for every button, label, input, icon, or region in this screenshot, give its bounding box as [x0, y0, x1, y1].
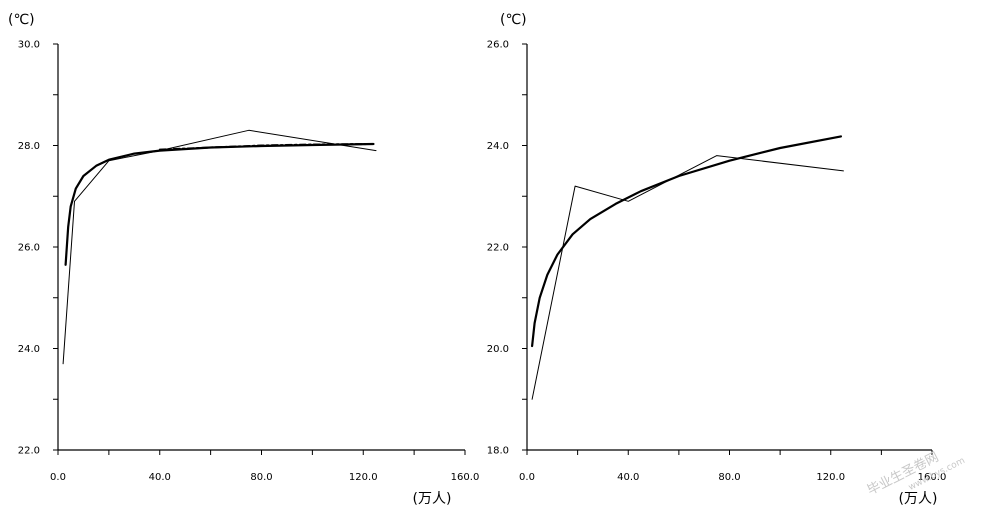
- x-axis-label: (万人): [899, 491, 938, 507]
- y-axis-label: (℃): [500, 12, 527, 28]
- x-tick-label: 120.0: [349, 472, 378, 483]
- x-tick-label: 80.0: [250, 472, 272, 483]
- y-axis-label: (℃): [8, 12, 35, 28]
- x-tick-label: 80.0: [718, 472, 740, 483]
- chart-right: 18.0 20.0 22.0 24.0 26.0 0.0 40.0 80.0 120.0 160.…: [487, 12, 947, 507]
- y-tick-label: 30.0: [18, 40, 40, 51]
- x-tick-label: 40.0: [617, 472, 639, 483]
- x-tick-label: 160.0: [918, 472, 947, 483]
- x-axis-label: (万人): [413, 491, 452, 507]
- series-line-fitted: [530, 135, 843, 348]
- x-tick-label: 40.0: [149, 472, 171, 483]
- y-tick-label: 22.0: [18, 446, 40, 457]
- chart-left: 22.0 24.0 26.0 28.0 30.0 0.0 40.0 80.0 120.0 160.…: [8, 12, 479, 507]
- y-tick-label: 24.0: [18, 344, 40, 355]
- series-line-observed: [62, 129, 377, 365]
- y-tick-label: 26.0: [487, 40, 509, 51]
- series-line-fitted: [64, 142, 375, 266]
- y-tick-label: 26.0: [18, 243, 40, 254]
- y-tick-label: 28.0: [18, 141, 40, 152]
- y-tick-label: 18.0: [487, 446, 509, 457]
- x-tick-label: 0.0: [519, 472, 535, 483]
- y-tick-label: 24.0: [487, 141, 509, 152]
- x-tick-label: 120.0: [816, 472, 845, 483]
- x-tick-label: 160.0: [451, 472, 480, 483]
- y-tick-label: 20.0: [487, 344, 509, 355]
- x-tick-label: 0.0: [50, 472, 66, 483]
- series-line-observed: [531, 155, 844, 400]
- y-tick-label: 22.0: [487, 243, 509, 254]
- series-line-dashed: [158, 143, 375, 151]
